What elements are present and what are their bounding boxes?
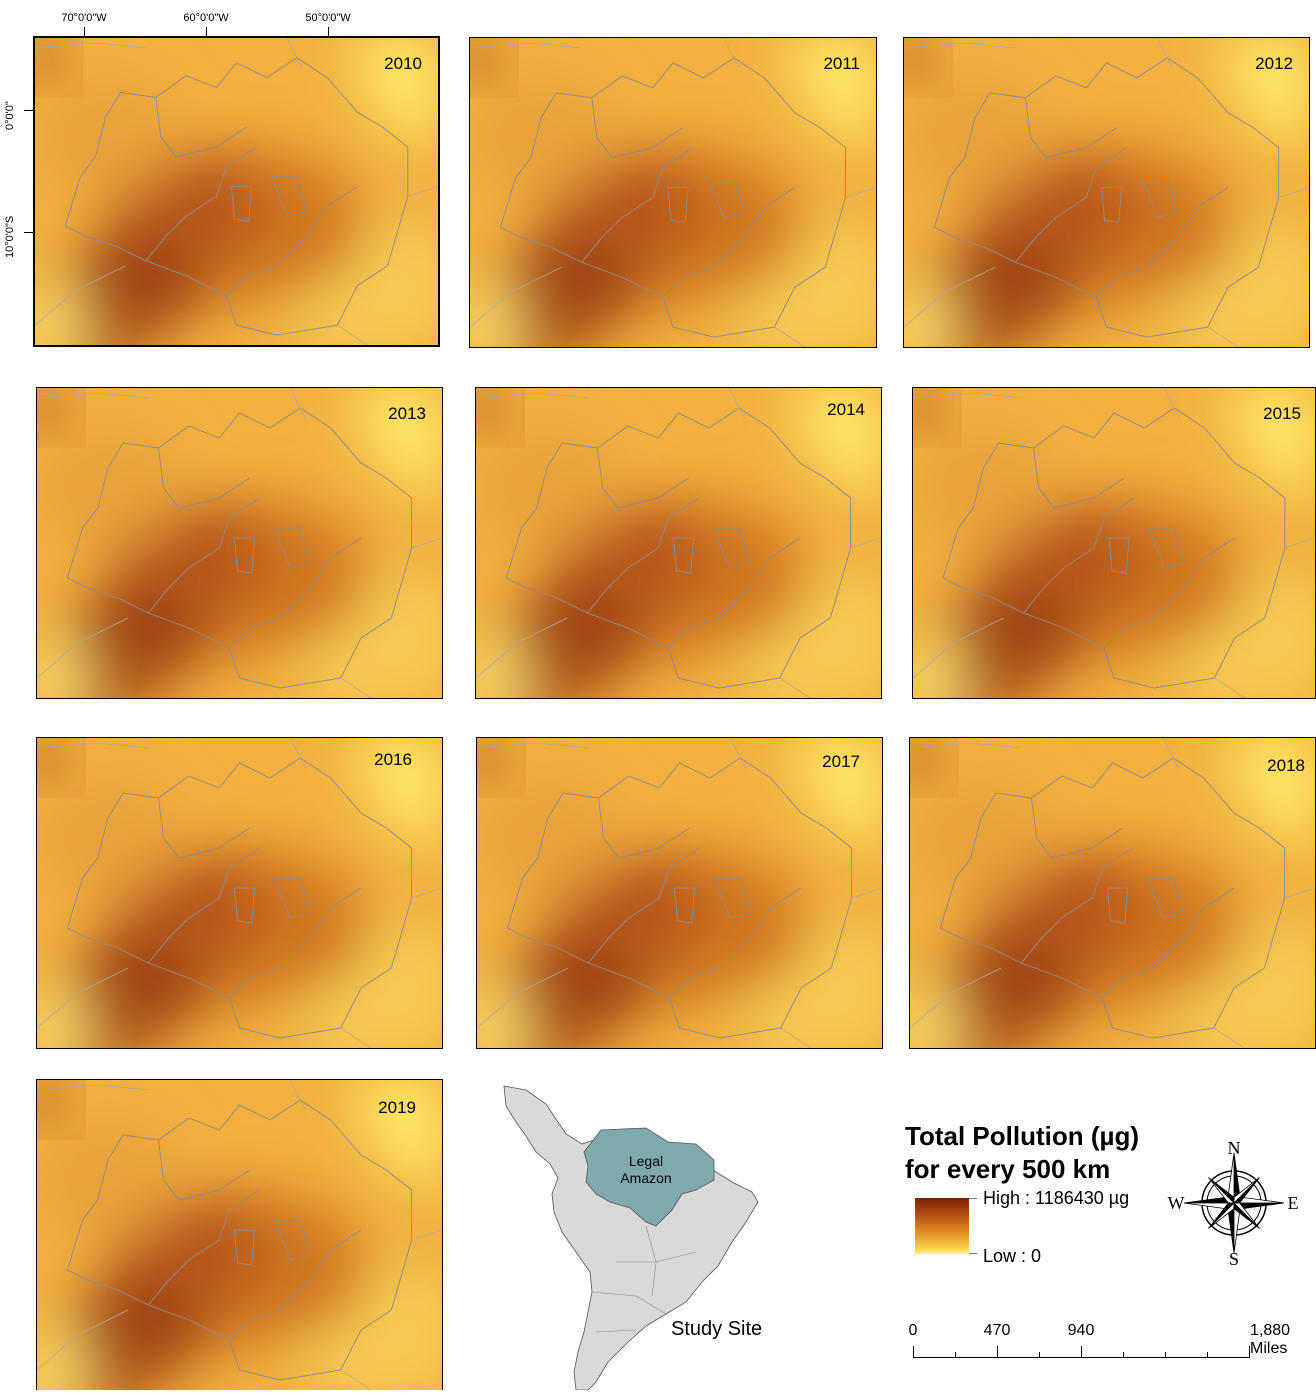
compass-n: N (1228, 1138, 1241, 1158)
pollution-map (476, 388, 881, 698)
latitude-tick (24, 110, 34, 111)
map-panel-2018: 2018 (909, 737, 1316, 1049)
study-site-inset-map: Legal Amazon (496, 1082, 776, 1391)
longitude-tick (206, 27, 207, 37)
legend-title-line2: for every 500 km (905, 1154, 1111, 1184)
pollution-map (37, 388, 442, 698)
pollution-map (35, 38, 438, 345)
map-panel-2013: 2013 (36, 387, 443, 699)
pollution-map (910, 738, 1315, 1048)
legend-title-line1: Total Pollution (µg) (905, 1121, 1139, 1151)
map-panel-2019: 2019 (36, 1079, 443, 1390)
longitude-label-70w: 70°0'0"W (61, 12, 107, 24)
longitude-tick (84, 27, 85, 37)
map-panel-2012: 2012 (903, 37, 1310, 348)
compass-e: E (1288, 1193, 1299, 1213)
year-label: 2013 (388, 404, 426, 423)
longitude-tick (328, 27, 329, 37)
year-label: 2012 (1255, 54, 1293, 73)
compass-w: W (1168, 1193, 1185, 1213)
legend-tick-high (969, 1198, 977, 1199)
map-panel-2011: 2011 (469, 37, 877, 348)
year-label: 2017 (822, 752, 860, 771)
year-label: 2011 (823, 54, 860, 73)
year-label: 2018 (1267, 756, 1305, 775)
study-site-caption: Study Site (671, 1318, 763, 1340)
pollution-map (37, 1080, 442, 1390)
scale-label-940: 940 (1067, 1322, 1095, 1339)
map-panel-2014: 2014 (475, 387, 882, 699)
map-panel-2010: 2010 (33, 36, 440, 347)
north-arrow-compass: N S E W (1165, 1137, 1303, 1269)
legal-amazon-label-line1: Legal (629, 1153, 663, 1169)
pollution-map (470, 38, 876, 347)
pollution-map (37, 738, 442, 1048)
legend-tick-low (969, 1253, 977, 1254)
legend-low-label: Low : 0 (983, 1246, 1042, 1266)
scale-label-0: 0 (908, 1322, 918, 1339)
compass-s: S (1229, 1249, 1239, 1269)
pollution-map (913, 388, 1315, 698)
scale-bar (913, 1346, 1250, 1358)
legend-title: Total Pollution (µg) for every 500 km (905, 1120, 1139, 1186)
year-label: 2010 (384, 54, 422, 73)
latitude-label-10s: 10°0'0"S (4, 215, 16, 258)
map-panel-2015: 2015 (912, 387, 1316, 699)
legend-high-label: High : 1186430 µg (983, 1188, 1130, 1208)
pollution-map (904, 38, 1309, 347)
year-label: 2019 (378, 1098, 416, 1117)
latitude-label-0: 0°0'0" (4, 101, 16, 130)
year-label: 2016 (374, 750, 412, 769)
longitude-label-60w: 60°0'0"W (183, 12, 229, 24)
longitude-label-50w: 50°0'0"W (305, 12, 351, 24)
map-panel-2017: 2017 (476, 737, 883, 1049)
legend-color-ramp (915, 1198, 969, 1254)
latitude-tick (24, 232, 34, 233)
year-label: 2014 (827, 400, 865, 419)
legal-amazon-label-line2: Amazon (620, 1170, 671, 1186)
pollution-map (477, 738, 882, 1048)
scale-label-470: 470 (983, 1322, 1011, 1339)
map-panel-2016: 2016 (36, 737, 443, 1049)
year-label: 2015 (1263, 404, 1301, 423)
scale-label-1880-miles: 1,880 Miles (1250, 1322, 1291, 1357)
